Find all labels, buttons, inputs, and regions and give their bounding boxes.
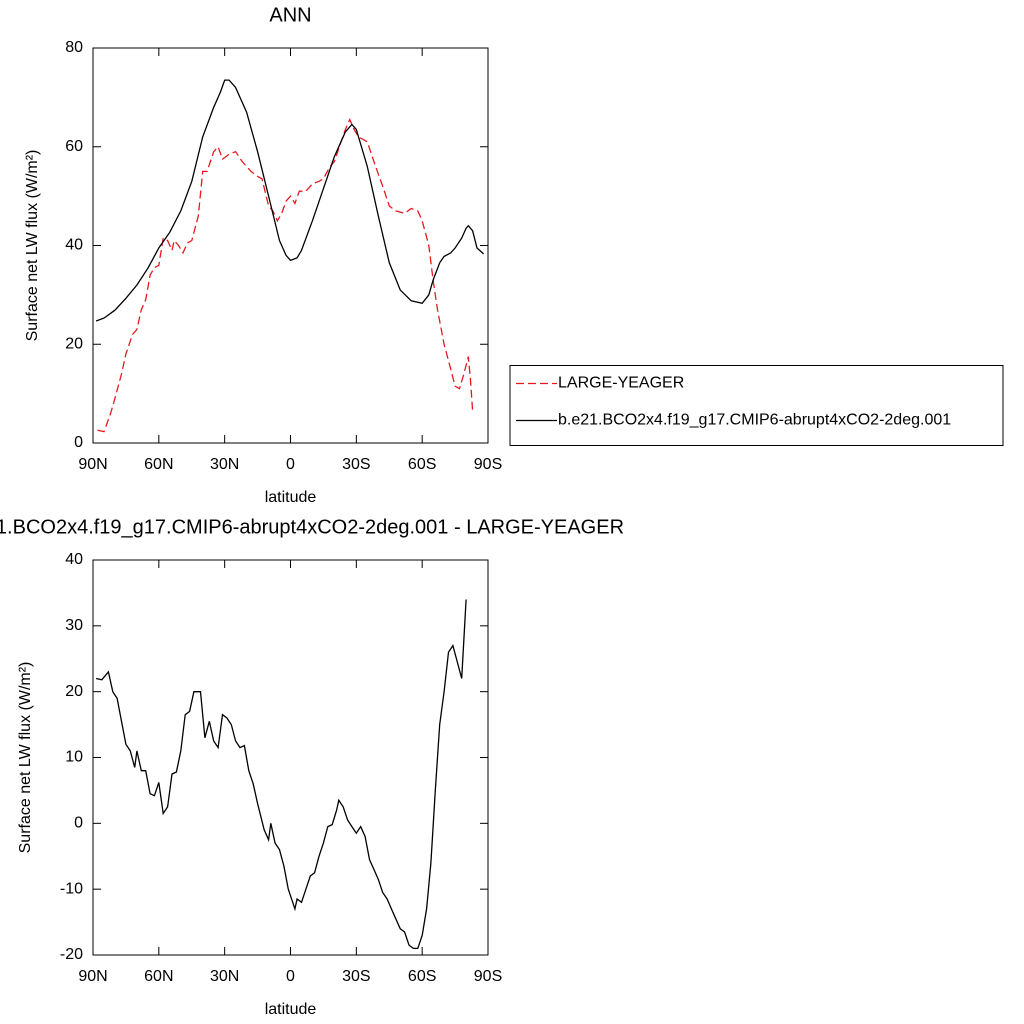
x-tick-label: 90N [78,456,107,473]
y-tick-label: -20 [60,946,83,963]
x-tick-label: 30S [342,968,370,985]
legend-label: LARGE-YEAGER [558,375,684,392]
y-tick-label: 20 [65,683,83,700]
x-tick-label: 30S [342,456,370,473]
legend-box [509,365,1004,446]
x-tick-label: 90S [474,456,502,473]
y-tick-label: 20 [65,335,83,352]
x-axis-label: latitude [265,1001,317,1018]
x-tick-label: 60S [408,456,436,473]
chart-title: b.e21.BCO2x4.f19_g17.CMIP6-abrupt4xCO2-2… [0,516,624,538]
y-tick-label: 0 [74,434,83,451]
x-tick-label: 30N [210,968,239,985]
x-tick-label: 30N [210,456,239,473]
chart-title: ANN [269,4,311,26]
y-tick-label: 0 [74,815,83,832]
x-tick-label: 0 [286,456,295,473]
y-tick-label: 60 [65,138,83,155]
data-line [95,599,467,950]
x-tick-label: 60N [144,456,173,473]
y-axis-label: Surface net LW flux (W/m²) [24,150,41,342]
y-tick-label: 30 [65,617,83,634]
y-tick-label: -10 [60,880,83,897]
data-line [95,79,485,322]
data-line [97,117,474,433]
y-axis-label: Surface net LW flux (W/m²) [17,662,34,854]
y-tick-label: 80 [65,39,83,56]
y-tick-label: 10 [65,749,83,766]
y-tick-label: 40 [65,237,83,254]
legend-label: b.e21.BCO2x4.f19_g17.CMIP6-abrupt4xCO2-2… [558,412,951,429]
x-tick-label: 60N [144,968,173,985]
x-axis-label: latitude [265,489,317,506]
x-tick-label: 60S [408,968,436,985]
x-tick-label: 90N [78,968,107,985]
x-tick-label: 90S [474,968,502,985]
y-tick-label: 40 [65,551,83,568]
x-tick-label: 0 [286,968,295,985]
